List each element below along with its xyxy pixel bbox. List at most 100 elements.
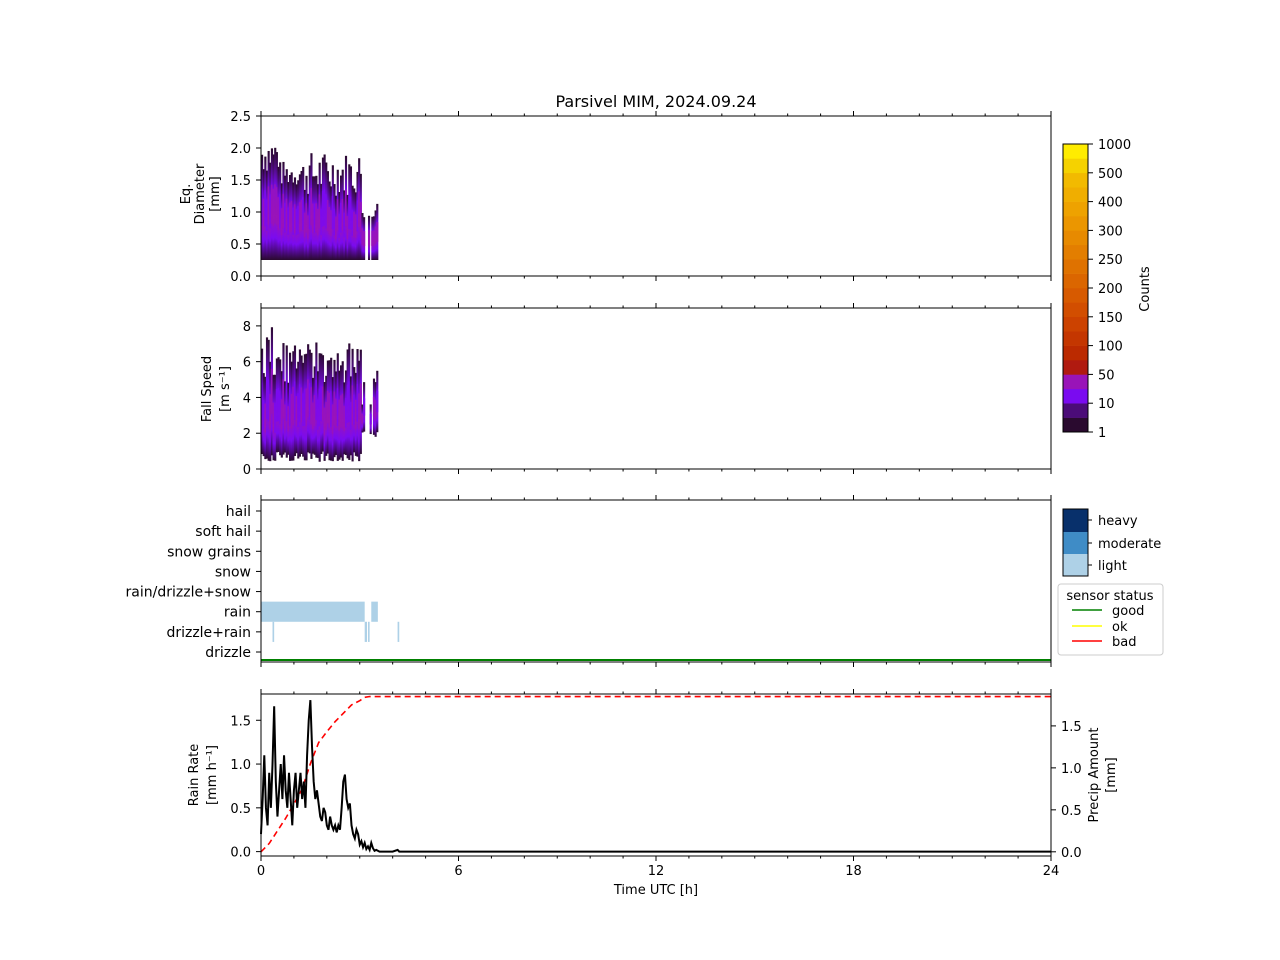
heatmap-core: [325, 194, 328, 229]
precip-type-segment: [261, 601, 365, 622]
heatmap-core: [290, 393, 293, 429]
intensity-heavy-swatch: [1063, 509, 1088, 532]
heatmap-core: [275, 187, 278, 225]
diameter-ylabel-line3: [mm]: [208, 176, 223, 211]
heatmap-core: [312, 402, 315, 430]
heatmap-core: [374, 226, 377, 244]
heatmap-core: [376, 222, 379, 242]
category-label: drizzle: [205, 645, 251, 661]
y-tick-label: 1.5: [230, 714, 251, 729]
fallspeed-ylabel-line2: [m s⁻¹]: [218, 366, 233, 412]
status-legend-box: [1057, 583, 1164, 656]
heatmap-core: [343, 405, 346, 431]
heatmap-core: [348, 381, 351, 423]
heatmap-core: [300, 199, 303, 232]
x-tick-label: 18: [845, 864, 862, 879]
heatmap-core: [305, 388, 308, 426]
intensity-legend: heavy moderate light: [1062, 508, 1161, 577]
colorbar-cell: [1063, 388, 1088, 404]
diameter-x-ticks: [260, 111, 1052, 281]
heatmap-core: [371, 230, 374, 246]
heatmap-core: [358, 393, 361, 429]
heatmap-core: [341, 393, 344, 429]
panel-precip-type: hail soft hail snow grains snow rain/drizzle…: [126, 495, 1052, 667]
intensity-light-swatch: [1063, 554, 1088, 576]
heatmap-core: [331, 196, 334, 230]
heatmap-core: [351, 209, 354, 236]
colorbar-ticks: 1 10 50 100 150 200 250 300 400 500 1000: [1088, 138, 1131, 441]
heatmap-core: [267, 186, 270, 225]
colorbar-cell: [1063, 360, 1088, 375]
y-tick-label: 1.0: [230, 206, 251, 221]
y-tick-label: 8: [243, 320, 251, 335]
y2-tick-label: 1.0: [1061, 762, 1082, 777]
precip-type-y-ticks: hail soft hail snow grains snow rain/drizzle…: [126, 504, 261, 661]
colorbar-tick-label: 50: [1098, 368, 1115, 383]
y-tick-label: 0.5: [230, 238, 251, 253]
heatmap-core: [351, 385, 354, 425]
heatmap-core: [344, 189, 348, 227]
diameter-y-ticks: 0.0 0.5 1.0 1.5 2.0 2.5: [230, 110, 261, 285]
heatmap-core: [303, 388, 306, 426]
heatmap-core: [344, 397, 348, 428]
heatmap-core: [333, 391, 336, 426]
heatmap-core: [313, 203, 316, 233]
heatmap-core: [293, 381, 297, 421]
heatmap-core: [297, 393, 300, 428]
colorbar-cell: [1063, 302, 1088, 318]
heatmap-core: [275, 388, 278, 422]
heatmap-core: [313, 395, 316, 427]
colorbar-cell: [1063, 244, 1088, 260]
heatmap-core: [280, 208, 283, 236]
colorbar-tick-label: 250: [1098, 253, 1123, 268]
heatmap-core: [335, 398, 338, 428]
heatmap-core: [354, 399, 357, 429]
heatmap-core: [292, 386, 295, 426]
colorbar-cells: [1063, 144, 1088, 433]
heatmap-core: [335, 216, 338, 240]
heatmap-core: [326, 200, 329, 232]
heatmap-core: [300, 387, 303, 422]
heatmap-core: [336, 388, 339, 426]
precip-type-x-ticks: [260, 495, 1052, 667]
heatmap-core: [284, 203, 287, 233]
heatmap-core: [261, 382, 264, 420]
precip-amount-y-ticks: 0.0 0.5 1.0 1.5: [1051, 720, 1082, 861]
y-tick-label: 0.0: [230, 270, 251, 285]
heatmap-core: [270, 368, 274, 414]
precip-type-segment: [397, 621, 400, 642]
category-label: rain/drizzle+snow: [126, 585, 251, 601]
status-legend-title: sensor status: [1066, 589, 1153, 604]
rain-rate-line: [260, 700, 1051, 853]
heatmap-core: [269, 194, 272, 229]
heatmap-core: [361, 413, 364, 424]
diameter-ylabel-line1: Eq.: [179, 184, 194, 205]
fallspeed-heatmap: [261, 327, 379, 462]
heatmap-core: [287, 207, 290, 235]
x-tick-label: 24: [1043, 864, 1060, 879]
category-label: drizzle+rain: [166, 625, 251, 641]
diameter-heatmap: [261, 147, 379, 260]
intensity-moderate-swatch: [1063, 532, 1088, 554]
colorbar-cell: [1063, 216, 1088, 231]
colorbar-cell: [1063, 316, 1088, 332]
heatmap-core: [349, 402, 353, 430]
y-tick-label: 2: [243, 427, 251, 442]
heatmap-core: [312, 203, 315, 233]
intensity-label-light: light: [1098, 559, 1127, 574]
heatmap-core: [282, 193, 285, 229]
heatmap-core: [358, 191, 361, 227]
heatmap-core: [274, 402, 277, 433]
heatmap-core: [302, 393, 305, 427]
y2-tick-label: 1.5: [1061, 720, 1082, 735]
colorbar-tick-label: 400: [1098, 196, 1123, 211]
heatmap-core: [328, 392, 331, 428]
y-tick-label: 1.5: [230, 174, 251, 189]
colorbar-cell: [1063, 403, 1088, 418]
panel-diameter-frame: [260, 115, 1052, 277]
x-tick-label: 12: [648, 864, 665, 879]
colorbar-cell: [1063, 158, 1088, 174]
heatmap-core: [367, 230, 371, 246]
y-tick-label: 2.5: [230, 110, 251, 125]
colorbar-tick-label: 200: [1098, 282, 1123, 297]
